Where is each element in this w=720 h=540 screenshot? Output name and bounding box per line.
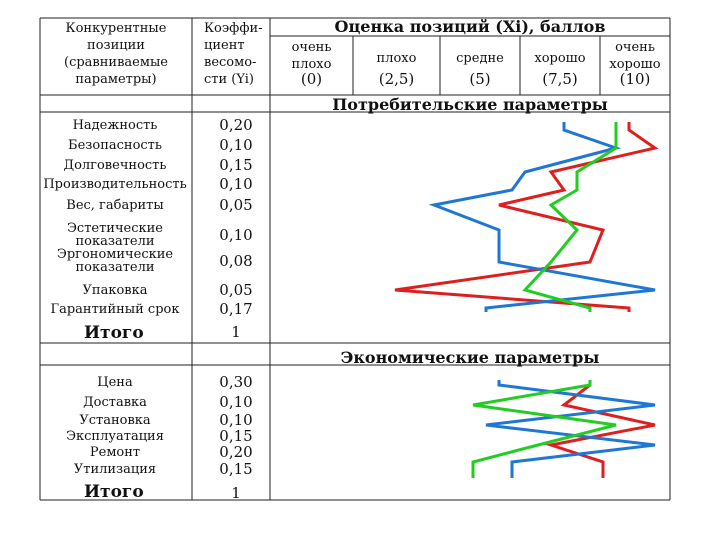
economic-profile-green xyxy=(471,380,617,478)
score-label-1: плохо xyxy=(376,51,417,66)
consumer-total-label: Итого xyxy=(84,323,144,343)
economic-profile-blue xyxy=(485,380,656,478)
score-label-3: хорошо xyxy=(534,51,586,66)
consumer-row-weight: 0,17 xyxy=(219,300,253,318)
consumer-row-weight: 0,10 xyxy=(219,226,253,244)
score-label-4: хорошо xyxy=(609,57,661,72)
score-value-1: (2,5) xyxy=(378,70,415,88)
consumer-row-name: Эстетические xyxy=(66,221,164,236)
economic-row-weight: 0,30 xyxy=(219,373,253,391)
consumer-row-name: Надежность xyxy=(72,118,158,133)
consumer-section-title: Потребительские параметры xyxy=(332,95,608,114)
economic-row-weight: 0,15 xyxy=(219,460,253,478)
consumer-row-weight: 0,20 xyxy=(219,116,253,134)
header-competitive-positions: Конкурентные xyxy=(65,21,167,36)
score-value-0: (0) xyxy=(300,70,323,88)
economic-row-name: Установка xyxy=(79,413,151,428)
consumer-row-weight: 0,15 xyxy=(219,156,253,174)
consumer-row-weight: 0,10 xyxy=(219,175,253,193)
economic-row-name: Эксплуатация xyxy=(66,429,164,444)
header-competitive-positions: параметры) xyxy=(75,72,157,87)
economic-row-weight: 0,10 xyxy=(219,393,253,411)
economic-row-weight: 0,15 xyxy=(219,427,253,445)
consumer-row-name: Гарантийный срок xyxy=(50,302,180,317)
economic-row-weight: 0,20 xyxy=(219,443,253,461)
score-label-2: средне xyxy=(456,51,504,66)
consumer-row-name: Вес, габариты xyxy=(66,198,164,213)
header-score-title: Оценка позиций (Xi), баллов xyxy=(334,17,606,36)
consumer-total-value: 1 xyxy=(231,323,241,341)
economic-total-label: Итого xyxy=(84,482,144,502)
economic-row-name: Цена xyxy=(97,375,133,390)
score-value-3: (7,5) xyxy=(542,70,578,88)
consumer-row-weight: 0,08 xyxy=(219,252,253,270)
economic-row-weight: 0,10 xyxy=(219,411,253,429)
score-label-0: плохо xyxy=(291,57,332,72)
economic-row-name: Доставка xyxy=(83,395,147,410)
consumer-row-name: Эргономические xyxy=(56,247,174,262)
consumer-row-name: Долговечность xyxy=(63,158,167,173)
header-weight-coefficient: весомо- xyxy=(204,55,257,70)
consumer-profile-blue xyxy=(428,122,656,312)
consumer-row-weight: 0,10 xyxy=(219,136,253,154)
consumer-row-weight: 0,05 xyxy=(219,281,253,299)
economic-total-value: 1 xyxy=(231,484,241,502)
header-competitive-positions: (сравниваемые xyxy=(64,55,168,70)
consumer-profile-red xyxy=(394,122,659,312)
header-weight-coefficient: сти (Yi) xyxy=(204,72,254,87)
header-weight-coefficient: циент xyxy=(204,38,245,53)
consumer-row-name: Производительность xyxy=(43,177,187,192)
economic-row-name: Утилизация xyxy=(73,462,157,477)
economic-section-title: Экономические параметры xyxy=(340,348,600,367)
consumer-profile-green xyxy=(522,122,618,312)
economic-row-name: Ремонт xyxy=(89,445,141,460)
header-competitive-positions: позиции xyxy=(87,38,145,53)
score-value-4: (10) xyxy=(619,70,651,88)
consumer-row-weight: 0,05 xyxy=(219,196,253,214)
consumer-row-name: Безопасность xyxy=(68,138,162,153)
score-value-2: (5) xyxy=(469,70,491,88)
score-label-0: очень xyxy=(291,40,332,55)
header-weight-coefficient: Коэффи- xyxy=(204,21,263,36)
score-label-4: очень xyxy=(615,40,655,55)
consumer-row-name: Упаковка xyxy=(82,283,148,298)
